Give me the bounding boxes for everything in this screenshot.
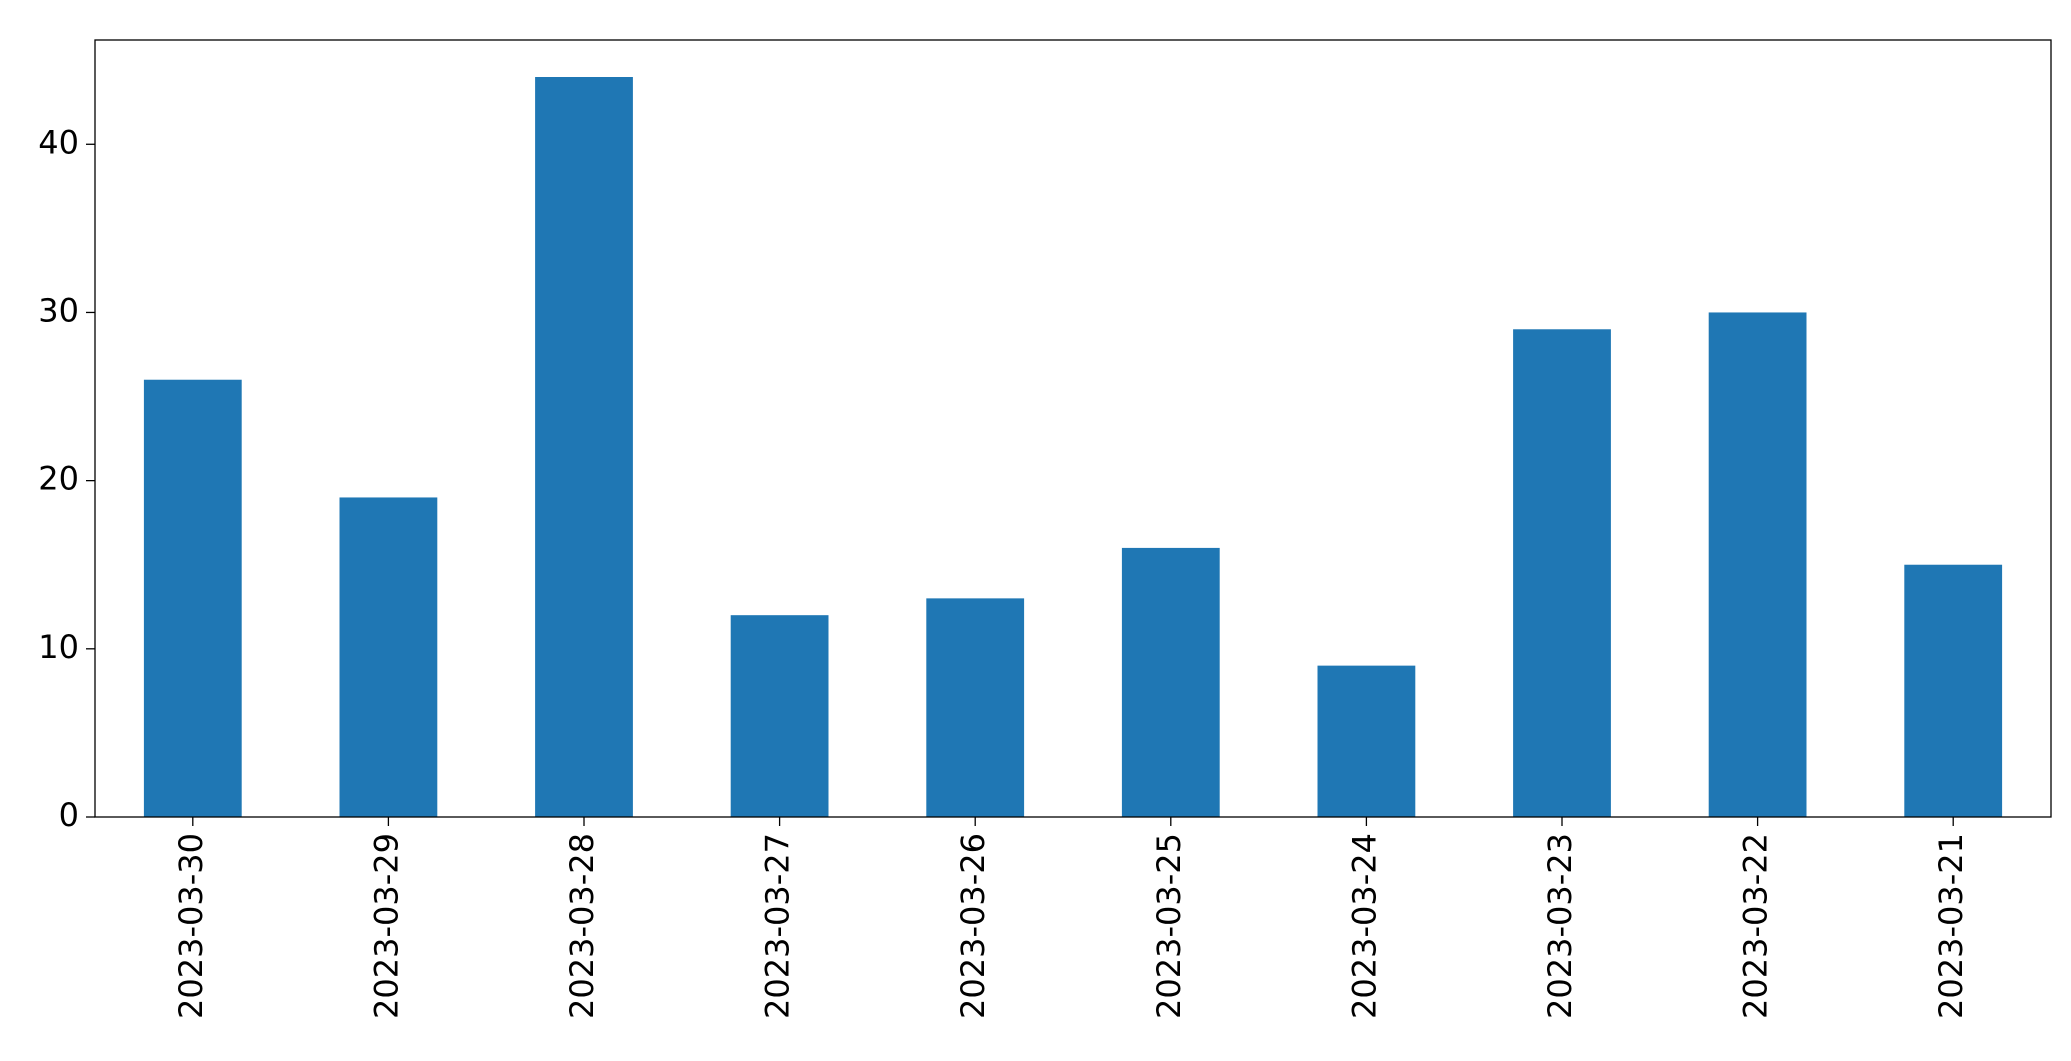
bar: [339, 497, 438, 817]
x-tick-label: 2023-03-23: [1541, 833, 1579, 1019]
bar: [730, 615, 829, 817]
bar: [1904, 564, 2003, 817]
y-tick-label: 20: [38, 460, 79, 498]
y-tick-label: 30: [38, 291, 79, 329]
x-tick-label: 2023-03-26: [954, 833, 992, 1019]
bar: [1513, 329, 1611, 817]
bar: [1317, 665, 1416, 817]
y-tick-label: 10: [38, 628, 79, 666]
y-tick-label: 40: [38, 123, 79, 161]
plot-frame: [94, 39, 2052, 818]
x-tick-label: 2023-03-21: [1932, 833, 1970, 1019]
x-tick-label: 2023-03-30: [172, 833, 210, 1019]
x-tick-label: 2023-03-29: [367, 833, 405, 1019]
bar: [1121, 547, 1220, 817]
bar: [535, 77, 633, 817]
x-tick-label: 2023-03-22: [1737, 833, 1775, 1019]
bar: [143, 379, 242, 817]
x-tick-label: 2023-03-28: [563, 833, 601, 1019]
x-tick-label: 2023-03-27: [759, 833, 797, 1019]
y-tick-label: 0: [59, 796, 79, 834]
bar: [1708, 312, 1807, 817]
x-tick-label: 2023-03-25: [1150, 833, 1188, 1019]
bar: [926, 598, 1025, 817]
x-tick-label: 2023-03-24: [1345, 833, 1383, 1019]
